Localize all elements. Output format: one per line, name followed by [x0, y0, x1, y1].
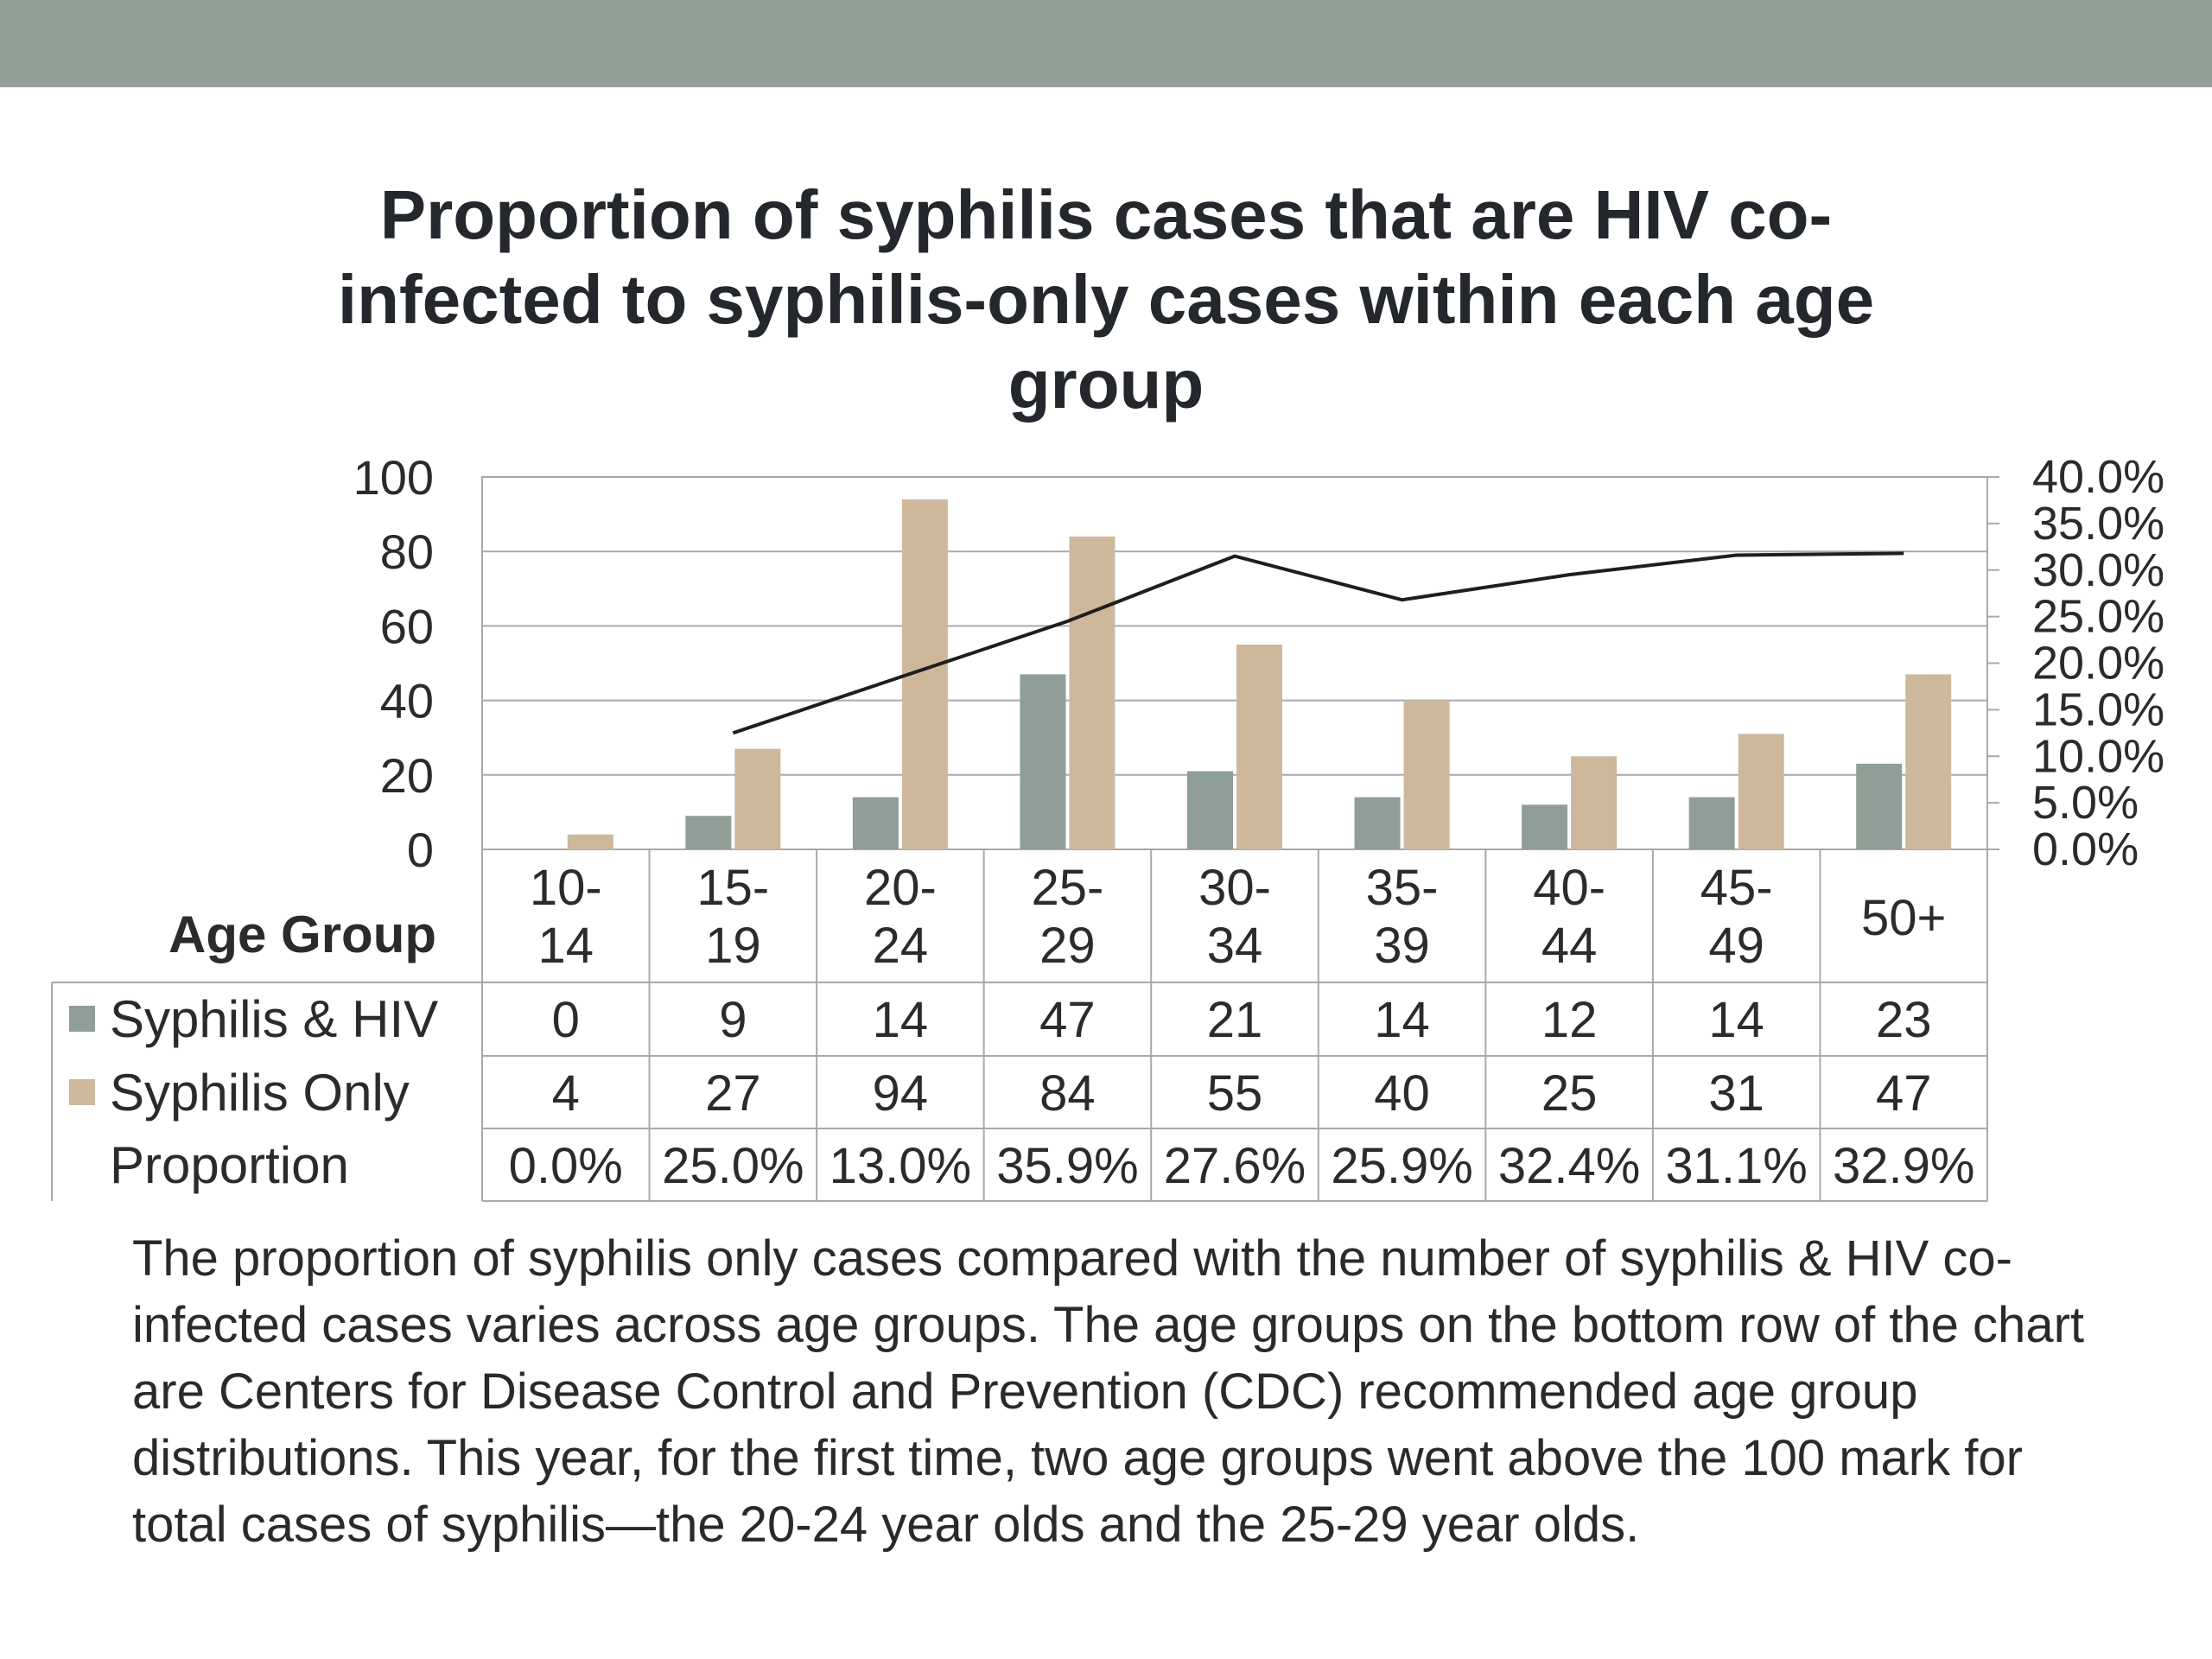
axes: 100 80 60 40 20 0 40.0%35.0%30.0%25.0%20.0%15.…: [353, 450, 2165, 877]
table-cell: 12: [1541, 992, 1598, 1048]
category-label: 25-29: [1032, 860, 1104, 974]
category-label: 50+: [1861, 890, 1946, 946]
bar-syphilis-only: [1905, 674, 1952, 849]
table-cell: 14: [1708, 992, 1764, 1048]
y-tick-label: 0: [407, 823, 434, 877]
y2-tick-label: 15.0%: [2032, 683, 2164, 735]
proportion-line-group: [732, 551, 1904, 735]
legend-swatch: [69, 1079, 95, 1105]
bar-syphilis-only: [734, 748, 781, 849]
table-cell: 27: [705, 1065, 761, 1122]
table-cell: 0: [552, 992, 580, 1048]
bar-syphilis-hiv: [1856, 763, 1903, 849]
y2-tick-label: 40.0%: [2032, 451, 2164, 503]
table-cell: 14: [873, 992, 929, 1048]
table-cell: 9: [719, 992, 747, 1048]
table-cell: 35.9%: [996, 1138, 1138, 1194]
table-cell: 25.9%: [1331, 1138, 1472, 1194]
y-tick-label: 40: [380, 674, 434, 728]
table-cell: 47: [1039, 992, 1096, 1048]
chart-title: Proportion of syphilis cases that are HI…: [337, 176, 1875, 423]
table-cell: 94: [873, 1065, 929, 1122]
table-cell: 31.1%: [1665, 1138, 1807, 1194]
y-tick-label: 100: [353, 450, 434, 505]
bar-syphilis-only: [1571, 756, 1618, 849]
top-band: [0, 0, 2212, 87]
category-label: 35-39: [1366, 860, 1439, 974]
legend-swatch: [69, 1006, 95, 1032]
table-cell: 25: [1541, 1065, 1598, 1122]
proportion-line: [732, 551, 1904, 735]
bar-syphilis-only: [1236, 644, 1282, 849]
table-cell: 31: [1708, 1065, 1764, 1122]
table-cell: 13.0%: [830, 1138, 971, 1194]
category-label: 10-14: [530, 860, 602, 974]
y2-tick-label: 10.0%: [2032, 730, 2164, 782]
table-cell: 0.0%: [509, 1138, 623, 1194]
category-label: 40-44: [1533, 860, 1605, 974]
y-tick-label: 60: [380, 599, 434, 653]
table-cell: 32.4%: [1498, 1138, 1640, 1194]
table-cell: 84: [1039, 1065, 1096, 1122]
bar-syphilis-only: [1403, 700, 1450, 849]
table-row-label: Proportion: [110, 1136, 349, 1194]
table-cell: 27.6%: [1164, 1138, 1306, 1194]
y2-tick-label: 30.0%: [2032, 544, 2164, 596]
bar-syphilis-only: [567, 834, 613, 849]
table-cell: 25.0%: [662, 1138, 804, 1194]
bar-syphilis-hiv: [852, 797, 899, 849]
bar-syphilis-only: [1738, 734, 1784, 849]
y-tick-label: 20: [380, 748, 434, 803]
y-tick-label: 80: [380, 524, 434, 579]
table-cell: 23: [1876, 992, 1932, 1048]
bar-syphilis-hiv: [685, 816, 732, 849]
bar-syphilis-hiv: [1187, 771, 1233, 849]
y2-tick-label: 25.0%: [2032, 591, 2164, 643]
table-cell: 21: [1207, 992, 1263, 1048]
bar-syphilis-hiv: [1354, 797, 1401, 849]
y2-tick-label: 20.0%: [2032, 638, 2164, 690]
table-row-label: Syphilis & HIV: [110, 990, 438, 1048]
table-cell: 4: [552, 1065, 580, 1122]
bar-syphilis-only: [1069, 536, 1116, 849]
y2-tick-label: 5.0%: [2032, 777, 2139, 829]
category-label: 20-24: [864, 860, 937, 974]
table-cell: 55: [1207, 1065, 1263, 1122]
data-table: 10-14 15-19 20-24 25-29 30-34 35-39 40-44 45-49…: [51, 849, 1988, 1202]
category-label: 45-49: [1700, 860, 1773, 974]
bar-syphilis-hiv: [1688, 797, 1735, 849]
y2-tick-label: 35.0%: [2032, 498, 2164, 550]
category-label: 30-34: [1198, 860, 1271, 974]
table-cell: 40: [1374, 1065, 1430, 1122]
table-cell: 47: [1876, 1065, 1932, 1122]
table-cell: 32.9%: [1833, 1138, 1974, 1194]
description-paragraph: The proportion of syphilis only cases co…: [132, 1230, 2084, 1553]
table-cell: 14: [1374, 992, 1430, 1048]
x-axis-title: Age Group: [168, 906, 436, 963]
category-label: 15-19: [696, 860, 769, 974]
y2-tick-label: 0.0%: [2032, 823, 2139, 875]
bar-syphilis-hiv: [1522, 804, 1568, 849]
bar-syphilis-hiv: [1020, 674, 1066, 849]
table-row-label: Syphilis Only: [110, 1064, 410, 1122]
